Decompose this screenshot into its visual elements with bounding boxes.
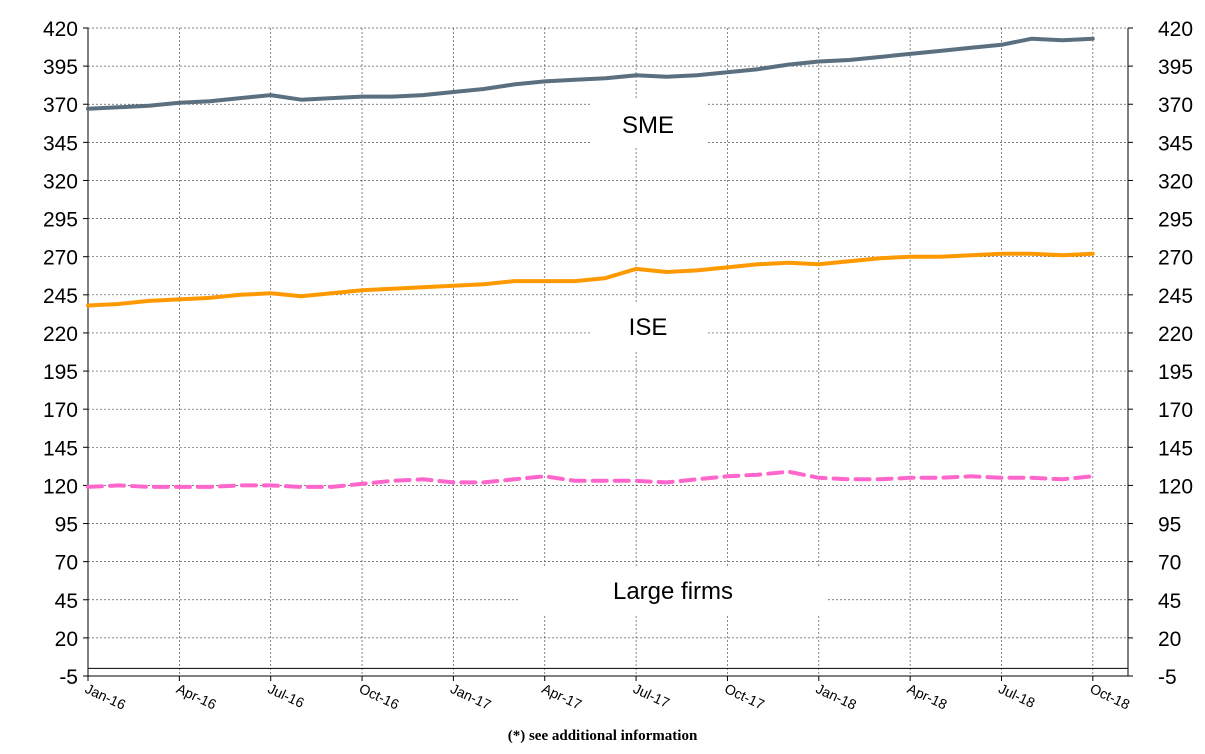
y-tick-label-right: 145 <box>1158 437 1193 460</box>
y-tick-label-left: 270 <box>43 247 78 270</box>
x-tick-label: Apr-17 <box>539 680 584 712</box>
x-tick-label: Jan-18 <box>814 680 860 713</box>
y-tick-label-left: 345 <box>43 132 78 155</box>
y-tick-label-left: 320 <box>43 170 78 193</box>
y-tick-label-left: 195 <box>43 361 78 384</box>
y-tick-label-right: -5 <box>1158 666 1177 689</box>
x-tick-label: Oct-18 <box>1088 680 1133 712</box>
y-tick-label-left: 170 <box>43 399 78 422</box>
y-tick-label-right: 245 <box>1158 285 1193 308</box>
series-line-ise <box>86 251 1095 308</box>
series-line-large-firms <box>86 469 1095 489</box>
large-firms-label-bg <box>518 567 828 615</box>
footnote: (*) see additional information <box>507 728 698 744</box>
x-tick-label: Oct-17 <box>722 680 767 712</box>
y-tick-label-right: 395 <box>1158 56 1193 79</box>
y-tick-label-right: 120 <box>1158 475 1193 498</box>
line-chart: -5 20 45 70 95 120 145 170 195 220 245 270 295 320 345… <box>43 18 1193 713</box>
y-tick-label-left: 70 <box>55 552 78 575</box>
y-tick-label-right: 70 <box>1158 552 1181 575</box>
y-tick-label-left: 420 <box>43 18 78 41</box>
y-tick-label-left: 145 <box>43 437 78 460</box>
y-axis-left: -5 20 45 70 95 120 145 170 195 220 245 270 295 320 345… <box>43 18 78 689</box>
sme-label-bg <box>590 100 708 148</box>
y-tick-label-right: 270 <box>1158 247 1193 270</box>
sme-label: SME <box>622 112 674 139</box>
x-tick-label: Apr-18 <box>905 680 950 712</box>
y-axis-right: -5 20 45 70 95 120 145 170 195 220 245 270 295 320 345… <box>1158 18 1193 689</box>
y-tick-label-left: 20 <box>55 628 78 651</box>
y-tick-label-left: 245 <box>43 285 78 308</box>
y-tick-label-right: 420 <box>1158 18 1193 41</box>
x-tick-label: Jul-16 <box>265 680 307 711</box>
y-tick-label-right: 295 <box>1158 209 1193 232</box>
y-tick-label-right: 95 <box>1158 514 1181 537</box>
y-tick-label-left: 395 <box>43 56 78 79</box>
y-tick-label-right: 370 <box>1158 94 1193 117</box>
y-tick-label-right: 220 <box>1158 323 1193 346</box>
large-firms-label: Large firms <box>613 578 733 605</box>
x-tick-label: Jan-16 <box>83 680 129 713</box>
x-tick-label: Apr-16 <box>174 680 219 712</box>
y-tick-label-left: 95 <box>55 514 78 537</box>
y-tick-label-left: -5 <box>59 666 78 689</box>
x-tick-label: Jan-17 <box>448 680 494 713</box>
y-tick-label-left: 45 <box>55 590 78 613</box>
y-tick-label-right: 45 <box>1158 590 1181 613</box>
y-tick-label-left: 370 <box>43 94 78 117</box>
y-tick-label-left: 220 <box>43 323 78 346</box>
y-tick-label-left: 120 <box>43 475 78 498</box>
y-tick-label-right: 345 <box>1158 132 1193 155</box>
ise-label: ISE <box>629 314 668 341</box>
x-tick-label: Oct-16 <box>357 680 402 712</box>
x-tick-label: Jul-17 <box>631 680 673 711</box>
y-tick-label-left: 295 <box>43 209 78 232</box>
series-group <box>86 36 1095 489</box>
y-tick-label-right: 170 <box>1158 399 1193 422</box>
x-tick-label: Jul-18 <box>996 680 1038 711</box>
series-line-sme <box>86 36 1095 111</box>
y-tick-label-right: 195 <box>1158 361 1193 384</box>
ise-label-bg <box>590 302 708 350</box>
axes <box>83 27 1133 681</box>
y-tick-label-right: 20 <box>1158 628 1181 651</box>
x-axis: Jan-16 Apr-16 Jul-16 Oct-16 Jan-17 Apr-17 Jul-… <box>83 680 1133 713</box>
y-tick-label-right: 320 <box>1158 170 1193 193</box>
